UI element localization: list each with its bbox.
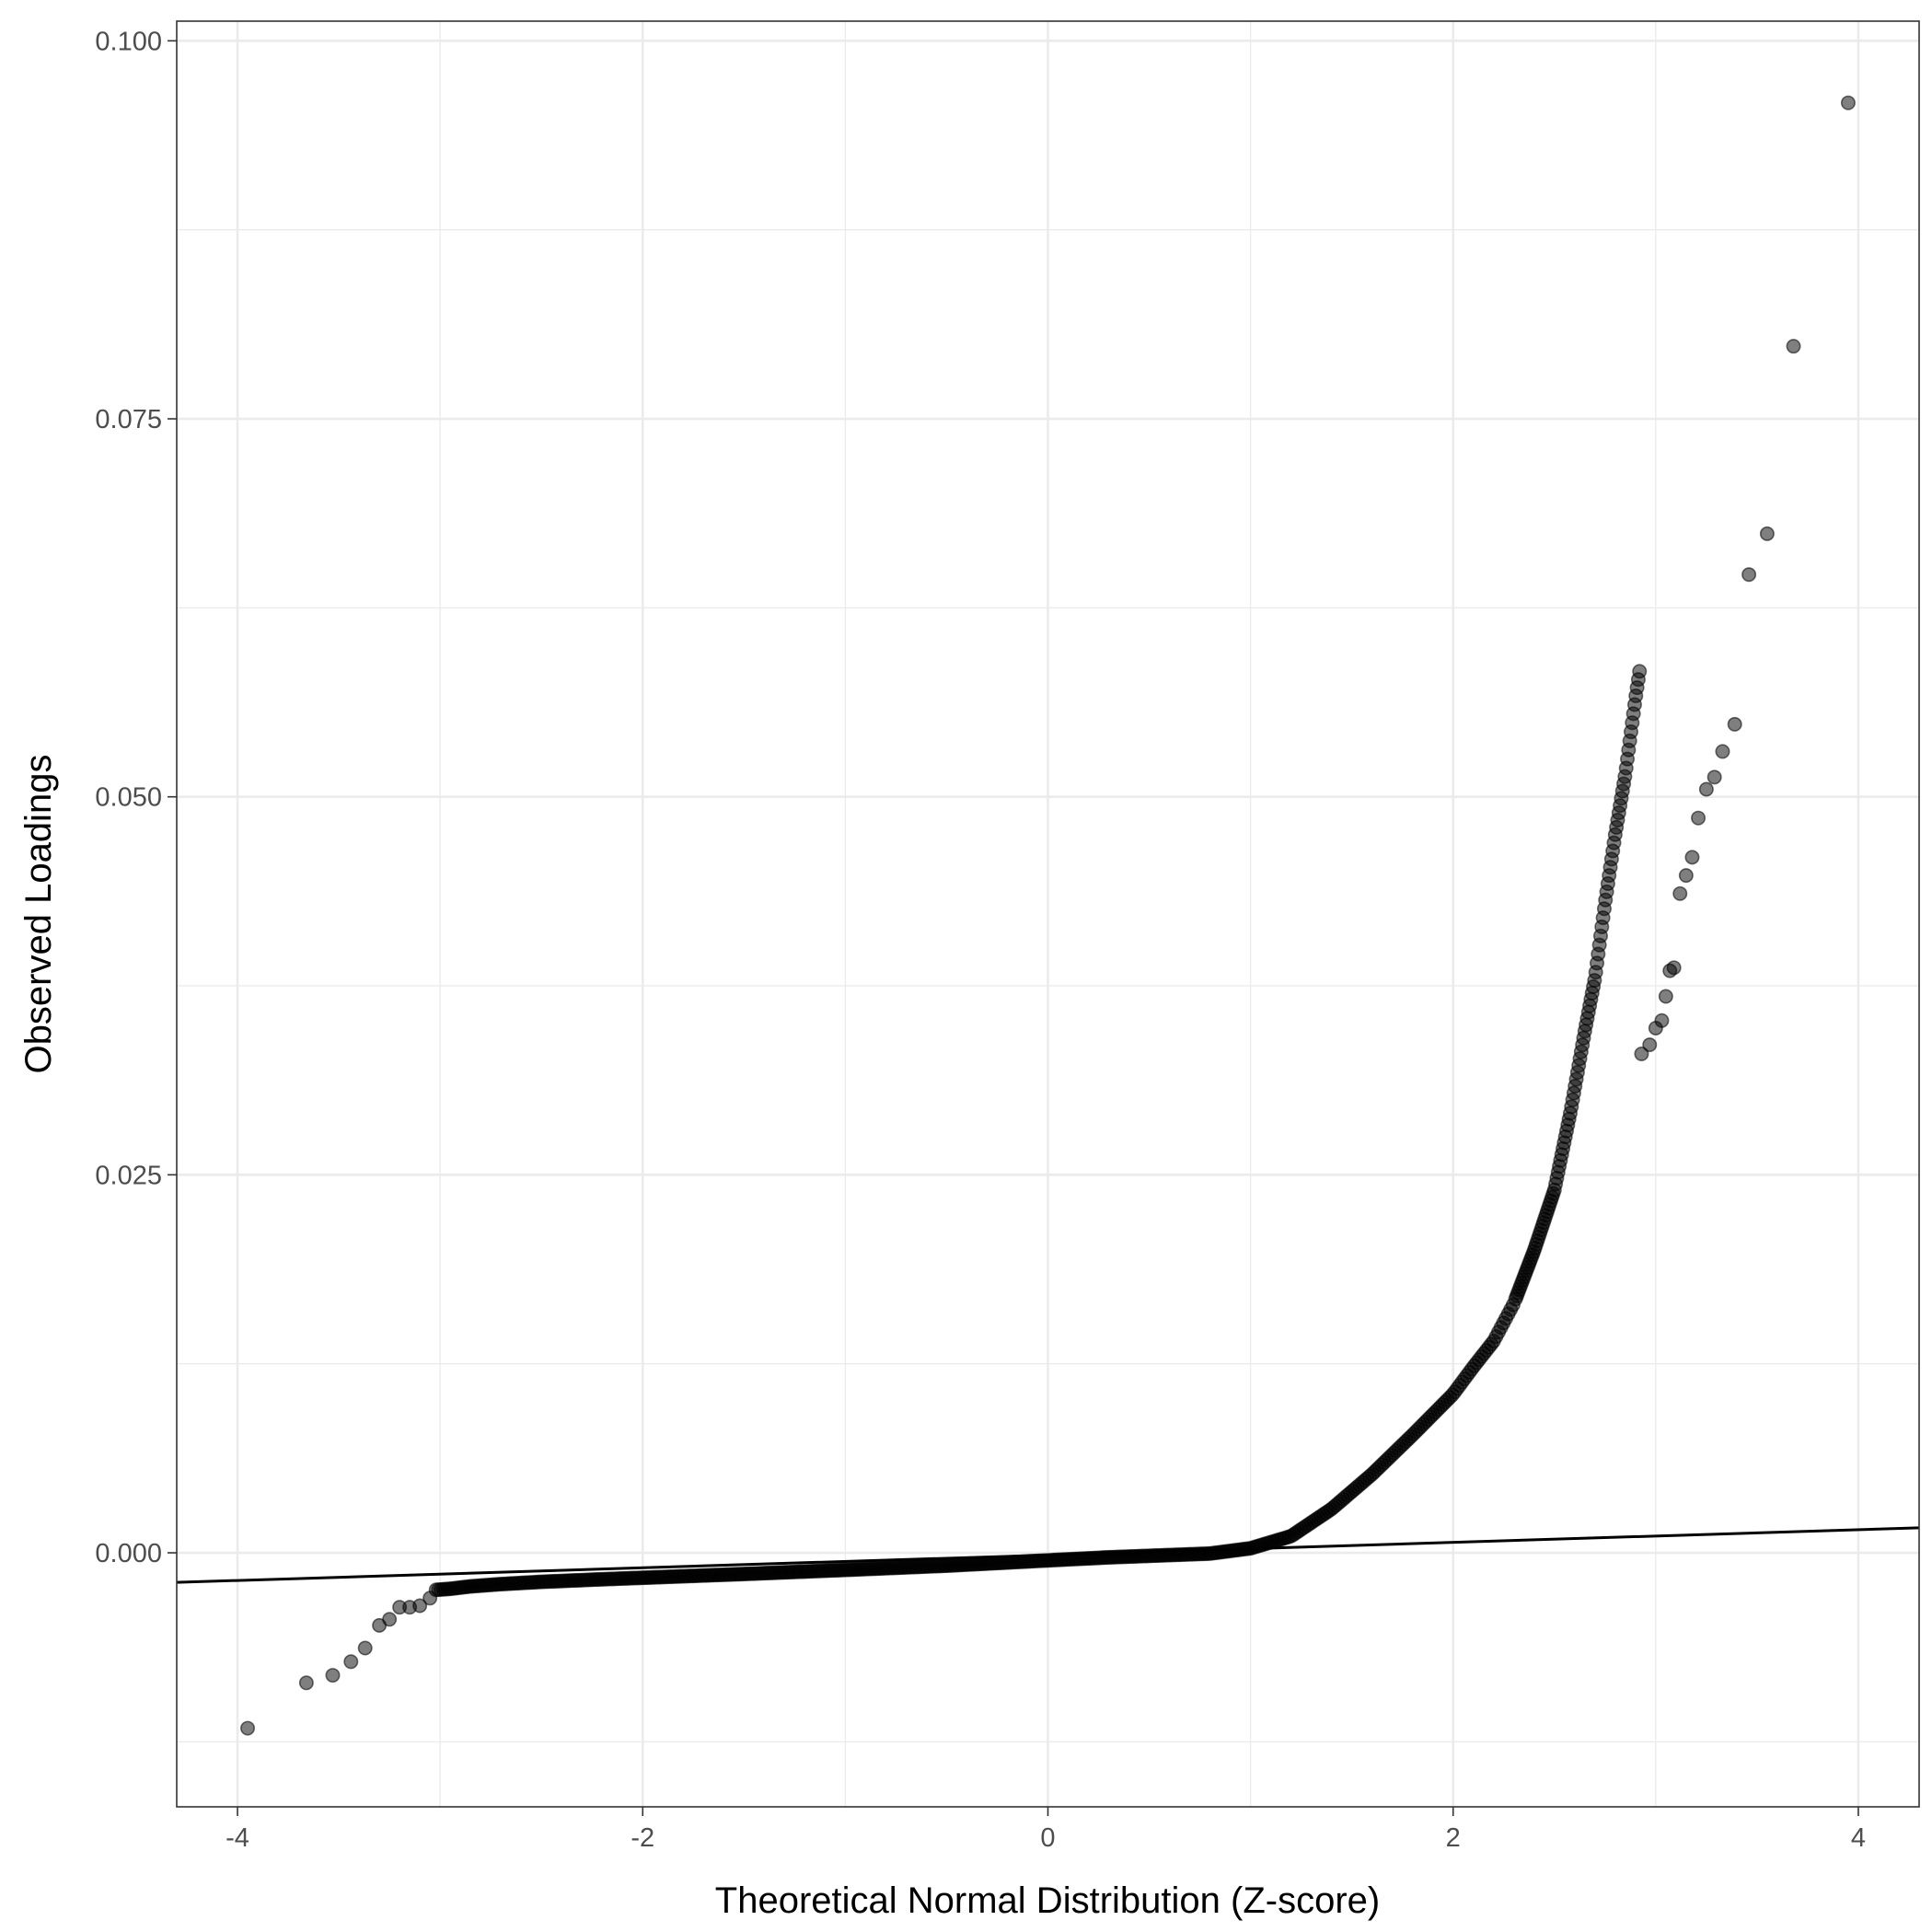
data-point	[1786, 339, 1801, 354]
data-point	[357, 1640, 373, 1656]
y-tick-label: 0.025	[95, 1161, 162, 1190]
data-point	[412, 1598, 428, 1614]
data-point	[382, 1612, 398, 1627]
data-point	[1759, 526, 1775, 541]
y-axis: 0.000 0.025 0.050 0.075 0.100	[95, 27, 177, 1568]
data-point	[240, 1720, 256, 1736]
data-point	[1634, 1046, 1649, 1061]
x-axis: -4 -2 0 2 4	[226, 1807, 1866, 1853]
data-point	[325, 1668, 341, 1683]
data-point	[1698, 781, 1714, 797]
y-axis-title: Observed Loadings	[18, 755, 59, 1074]
data-point	[1658, 989, 1673, 1004]
data-point	[343, 1654, 359, 1670]
x-tick-label: -2	[631, 1823, 654, 1853]
grid-lines	[177, 21, 1919, 1807]
y-tick-label: 0.050	[95, 783, 162, 813]
data-point	[1672, 885, 1688, 901]
data-point	[1715, 744, 1730, 759]
data-point	[422, 1591, 438, 1606]
data-points	[240, 95, 1856, 1736]
y-tick-label: 0.000	[95, 1539, 162, 1568]
data-point	[1684, 850, 1700, 865]
data-point	[1840, 95, 1856, 110]
x-axis-title: Theoretical Normal Distribution (Z-score…	[715, 1880, 1380, 1921]
data-point	[1706, 769, 1722, 785]
data-point	[1642, 1037, 1658, 1053]
x-tick-label: 0	[1040, 1823, 1055, 1853]
data-point	[1678, 868, 1694, 884]
y-tick-label: 0.075	[95, 405, 162, 434]
data-point	[1632, 664, 1648, 679]
x-tick-label: 2	[1446, 1823, 1461, 1853]
x-tick-label: -4	[226, 1823, 249, 1853]
data-point	[298, 1675, 314, 1691]
data-point	[1666, 960, 1682, 976]
y-tick-label: 0.100	[95, 27, 162, 56]
data-point	[1727, 716, 1742, 732]
x-tick-label: 4	[1851, 1823, 1866, 1853]
data-point	[1654, 1012, 1670, 1028]
data-point	[1741, 567, 1757, 583]
data-point	[1691, 810, 1706, 826]
